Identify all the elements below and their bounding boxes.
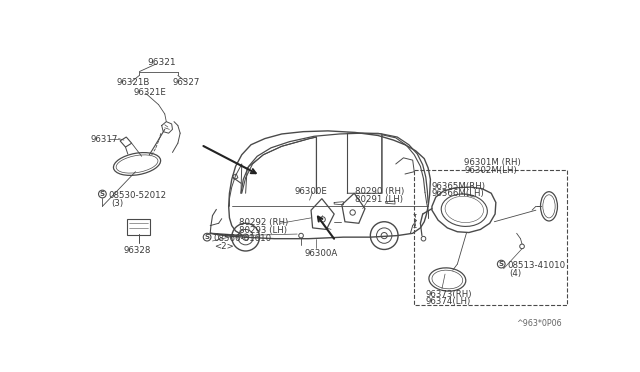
Text: 80293 (LH): 80293 (LH) — [239, 225, 287, 235]
Text: (3): (3) — [111, 199, 123, 208]
Text: 96373(RH): 96373(RH) — [426, 289, 472, 298]
Text: 96321E: 96321E — [134, 88, 167, 97]
Text: 96301M (RH): 96301M (RH) — [464, 158, 521, 167]
Text: 96365M(RH): 96365M(RH) — [432, 182, 486, 191]
Text: 80292 (RH): 80292 (RH) — [239, 218, 289, 227]
Text: 96300E: 96300E — [295, 187, 328, 196]
Text: <2>: <2> — [214, 242, 234, 251]
Text: 96366M(LH): 96366M(LH) — [432, 189, 484, 198]
Text: 96321B: 96321B — [116, 78, 150, 87]
Text: 08566-61610: 08566-61610 — [213, 234, 271, 243]
Text: 96374(LH): 96374(LH) — [426, 297, 471, 306]
Text: 96302M(LH): 96302M(LH) — [464, 166, 517, 174]
Text: (4): (4) — [509, 269, 522, 278]
Text: 08530-52012: 08530-52012 — [109, 191, 166, 200]
Text: 96317: 96317 — [91, 135, 118, 144]
Text: 80290 (RH): 80290 (RH) — [355, 187, 404, 196]
Text: S: S — [205, 234, 210, 240]
Text: 80291 (LH): 80291 (LH) — [355, 195, 403, 204]
Text: 96328: 96328 — [124, 246, 151, 256]
Text: 96327: 96327 — [172, 78, 200, 87]
Text: 96300A: 96300A — [305, 249, 338, 258]
Text: 96321: 96321 — [148, 58, 177, 67]
Text: ^963*0P06: ^963*0P06 — [516, 319, 563, 328]
Text: S: S — [499, 261, 504, 267]
Text: S: S — [100, 191, 105, 197]
Text: 08513-41010: 08513-41010 — [508, 261, 566, 270]
